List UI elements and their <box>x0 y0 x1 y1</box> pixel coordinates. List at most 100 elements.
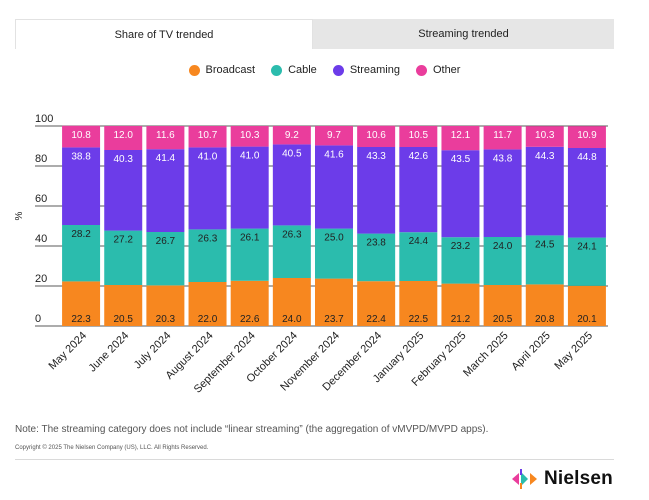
y-tick-label-0: 0 <box>35 313 41 325</box>
bar-other-4 <box>188 126 227 148</box>
y-tick-label-100: 100 <box>35 113 53 125</box>
data-label-cable-1: 28.2 <box>71 229 91 240</box>
data-label-streaming-1: 38.8 <box>71 151 91 162</box>
data-label-cable-7: 25.0 <box>324 233 344 244</box>
data-label-broadcast-8: 22.4 <box>366 314 386 325</box>
y-tick-label-20: 20 <box>35 273 47 285</box>
nielsen-mark-icon <box>512 469 537 489</box>
data-label-broadcast-11: 20.5 <box>493 314 513 325</box>
bar-cable-13 <box>567 237 606 286</box>
data-label-other-4: 10.7 <box>198 130 218 141</box>
nielsen-logo: Nielsen <box>512 468 613 490</box>
legend-item-other[interactable]: Other <box>415 64 461 76</box>
bar-streaming-11 <box>483 149 522 237</box>
y-tick-label-60: 60 <box>35 193 47 205</box>
x-tick-label-13: May 2025 <box>552 330 595 373</box>
bar-other-5 <box>230 126 269 147</box>
tab-streaming-trended[interactable]: Streaming trended <box>313 19 614 49</box>
chart-tabs: Share of TV trended Streaming trended <box>15 19 614 49</box>
bar-cable-10 <box>441 237 480 284</box>
data-label-streaming-7: 41.6 <box>324 149 344 160</box>
data-label-streaming-10: 43.5 <box>451 154 471 165</box>
data-label-cable-2: 27.2 <box>113 235 133 246</box>
bar-broadcast-3 <box>146 285 185 326</box>
data-label-other-12: 10.3 <box>535 130 555 141</box>
data-label-cable-8: 23.8 <box>366 238 386 249</box>
data-label-broadcast-3: 20.3 <box>156 314 176 325</box>
data-label-cable-9: 24.4 <box>409 236 429 247</box>
data-label-broadcast-6: 24.0 <box>282 314 302 325</box>
data-label-other-2: 12.0 <box>113 130 133 141</box>
data-label-streaming-4: 41.0 <box>198 151 218 162</box>
y-tick-label-40: 40 <box>35 233 47 245</box>
data-label-broadcast-9: 22.5 <box>409 314 429 325</box>
legend-item-streaming[interactable]: Streaming <box>332 64 400 76</box>
legend-item-cable[interactable]: Cable <box>271 64 317 76</box>
data-label-streaming-5: 41.0 <box>240 151 260 162</box>
data-label-streaming-9: 42.6 <box>409 151 429 162</box>
data-label-broadcast-12: 20.8 <box>535 314 555 325</box>
bar-cable-3 <box>146 232 185 286</box>
data-label-other-3: 11.6 <box>156 130 175 141</box>
bar-streaming-9 <box>399 147 438 233</box>
data-label-other-6: 9.2 <box>285 130 299 141</box>
x-tick-label-11: March 2025 <box>461 330 511 380</box>
data-label-other-11: 11.7 <box>493 130 512 141</box>
data-label-streaming-11: 43.8 <box>493 153 513 164</box>
bar-streaming-7 <box>315 145 353 229</box>
bar-broadcast-13 <box>567 285 606 326</box>
bar-other-6 <box>272 126 311 145</box>
legend-item-broadcast[interactable]: Broadcast <box>188 64 255 76</box>
bar-cable-7 <box>315 228 353 279</box>
bar-broadcast-8 <box>357 281 396 326</box>
chart-legend: Broadcast Cable Streaming Other <box>0 64 649 76</box>
bar-broadcast-11 <box>483 285 522 326</box>
data-label-streaming-6: 40.5 <box>282 148 302 159</box>
bar-streaming-3 <box>146 149 185 232</box>
y-axis-label: % <box>14 211 25 220</box>
data-label-broadcast-4: 22.0 <box>198 314 218 325</box>
data-label-cable-4: 26.3 <box>198 233 218 244</box>
bar-cable-12 <box>525 235 564 285</box>
x-tick-label-1: May 2024 <box>47 330 90 373</box>
bar-other-10 <box>441 126 480 151</box>
data-label-broadcast-13: 20.1 <box>577 314 597 325</box>
bar-broadcast-2 <box>104 285 143 326</box>
legend-swatch-other <box>415 64 427 76</box>
stacked-bar-chart: 0 20 40 60 80 100% 22.3 28.2 38.8 10.8 May 2024 20.… <box>14 113 608 396</box>
data-label-cable-11: 24.0 <box>493 241 513 252</box>
copyright-text: Copyright © 2025 The Nielsen Company (US… <box>15 445 209 451</box>
bar-other-13 <box>567 126 606 148</box>
data-label-other-7: 9.7 <box>327 130 341 141</box>
data-label-cable-5: 26.1 <box>240 233 260 244</box>
x-tick-label-3: July 2024 <box>132 330 174 372</box>
data-label-cable-3: 26.7 <box>156 236 176 247</box>
tab-share-of-tv-trended[interactable]: Share of TV trended <box>15 19 313 49</box>
data-label-streaming-12: 44.3 <box>535 151 555 162</box>
legend-label-cable: Cable <box>288 64 317 76</box>
x-tick-label-2: June 2024 <box>87 330 132 375</box>
bar-broadcast-10 <box>441 283 480 326</box>
bar-cable-11 <box>483 237 522 285</box>
data-label-streaming-3: 41.4 <box>156 153 176 164</box>
bar-other-11 <box>483 126 522 150</box>
data-label-streaming-2: 40.3 <box>113 154 133 165</box>
bar-cable-1 <box>62 225 101 282</box>
bar-other-9 <box>399 126 438 147</box>
bar-cable-8 <box>357 233 396 282</box>
data-label-cable-13: 24.1 <box>577 242 597 253</box>
bar-broadcast-7 <box>315 278 353 326</box>
bar-other-7 <box>315 126 353 146</box>
bar-broadcast-4 <box>188 282 227 326</box>
bar-streaming-2 <box>104 150 143 231</box>
bar-streaming-10 <box>441 150 480 238</box>
bar-broadcast-9 <box>399 281 438 326</box>
legend-label-other: Other <box>432 64 461 76</box>
bar-streaming-8 <box>357 147 396 234</box>
bar-cable-6 <box>272 225 311 278</box>
data-label-other-10: 12.1 <box>451 130 471 141</box>
data-label-broadcast-10: 21.2 <box>451 314 471 325</box>
bar-broadcast-12 <box>525 284 564 326</box>
bar-streaming-1 <box>62 147 101 225</box>
bar-other-8 <box>357 125 396 147</box>
